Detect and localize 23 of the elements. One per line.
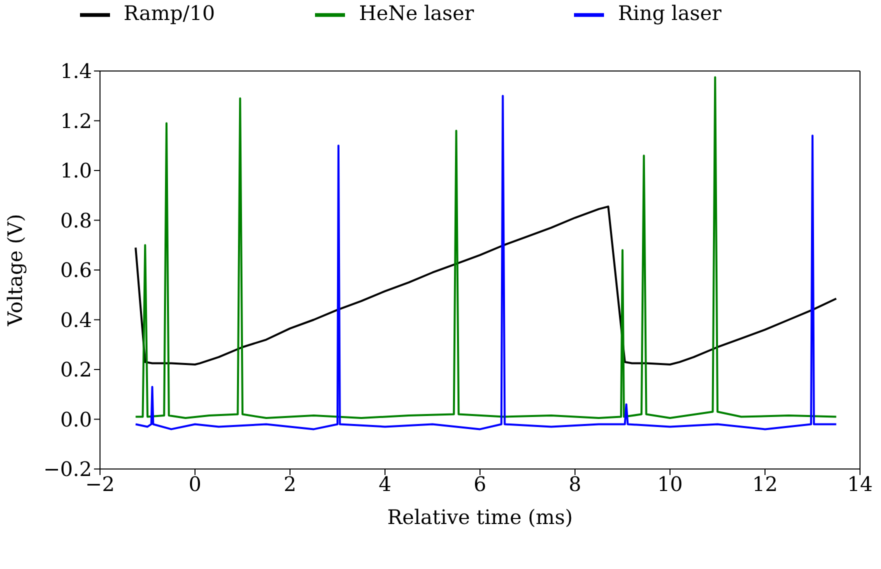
y-tick-label: 0.6	[60, 258, 92, 282]
y-tick-label: 0.4	[60, 308, 92, 332]
x-tick-label: 10	[657, 472, 683, 496]
y-tick-label: 0.2	[60, 358, 92, 382]
y-axis-title: Voltage (V)	[3, 214, 28, 328]
y-tick-label: 0.0	[60, 407, 92, 432]
x-axis-title: Relative time (ms)	[387, 505, 573, 529]
y-tick-label: 1.0	[60, 158, 92, 183]
y-tick-label: 1.2	[60, 108, 92, 133]
x-tick-label: 4	[378, 472, 392, 496]
line-series	[134, 206, 838, 366]
legend-label: Ring laser	[618, 1, 722, 26]
y-tick-label: 1.4	[60, 59, 92, 84]
x-tick-label: 6	[474, 472, 486, 496]
legend-label: Ramp/10	[124, 1, 215, 26]
y-tick-label: 0.8	[60, 208, 92, 232]
x-tick-label: 8	[568, 472, 582, 496]
x-tick-label: 14	[847, 472, 873, 496]
y-tick-label: −0.2	[43, 457, 92, 482]
x-tick-label: 2	[284, 472, 296, 496]
legend-label: HeNe laser	[358, 1, 474, 26]
x-tick-label: 12	[752, 472, 778, 496]
x-tick-label: 0	[188, 472, 202, 496]
